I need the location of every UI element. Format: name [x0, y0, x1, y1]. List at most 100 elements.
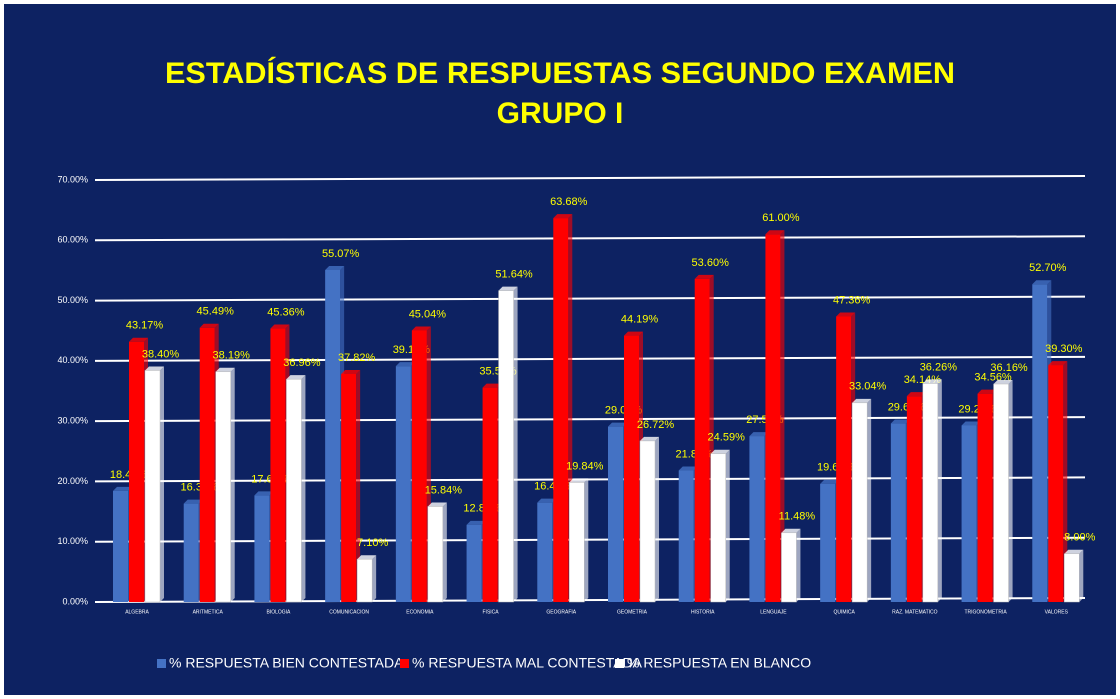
bar-side	[372, 555, 377, 602]
legend-swatch	[615, 659, 624, 668]
bar-top	[624, 331, 643, 336]
data-label: 44.19%	[621, 314, 659, 326]
bar-top	[498, 286, 518, 291]
bar-side	[655, 436, 659, 602]
data-label: 26.72%	[637, 419, 675, 431]
bar-top	[836, 312, 856, 317]
data-label: 37.82%	[338, 352, 376, 364]
data-label: 36.96%	[283, 357, 321, 369]
x-tick-label: HISTORIA	[691, 609, 715, 615]
bar	[1064, 553, 1080, 603]
x-tick-label: GEOGRAFIA	[546, 609, 576, 615]
data-label: 39.30%	[1045, 343, 1083, 355]
bar-top	[341, 369, 361, 374]
x-tick-label: QUIMICA	[833, 609, 855, 615]
bar	[466, 524, 482, 602]
data-label: 15.84%	[425, 484, 463, 496]
bar-top	[183, 499, 203, 504]
bar	[199, 327, 215, 602]
bar-top	[781, 528, 801, 533]
bar-top	[254, 491, 274, 496]
data-label: 47.36%	[833, 294, 871, 306]
bar-top	[199, 323, 219, 328]
bar	[1048, 365, 1064, 602]
y-tick-label: 0.00%	[62, 596, 88, 606]
bar	[113, 490, 128, 602]
grid-line	[94, 295, 1086, 302]
x-tick-label: ALGEBRA	[125, 609, 149, 615]
bar	[977, 393, 993, 602]
bar-side	[780, 230, 785, 602]
bar	[765, 234, 781, 602]
bar-top	[608, 422, 627, 427]
bar-side	[513, 286, 518, 602]
bar	[961, 425, 977, 602]
bar-top	[357, 555, 377, 560]
data-label: 36.26%	[920, 361, 958, 373]
bar-top	[922, 379, 942, 384]
data-label: 11.48%	[779, 511, 816, 523]
bar	[890, 423, 906, 602]
chart-subtitle: GRUPO I	[497, 97, 624, 130]
bar-top	[145, 366, 164, 371]
data-label: 33.04%	[849, 381, 887, 393]
bar	[922, 383, 939, 603]
bar-top	[852, 398, 872, 403]
bar-top	[466, 520, 486, 525]
bar	[624, 335, 639, 602]
bar	[639, 440, 656, 603]
bar-top	[215, 367, 235, 372]
bar	[498, 290, 514, 603]
bar-top	[1048, 361, 1068, 366]
data-label: 7.10%	[357, 537, 388, 549]
bar	[569, 482, 585, 603]
x-tick-label: RAZ. MATEMATICO	[892, 609, 937, 615]
bar-top	[1032, 280, 1052, 285]
bar-top	[890, 419, 910, 424]
bar	[183, 503, 199, 602]
x-tick-label: VALORES	[1045, 609, 1069, 615]
bar-top	[325, 266, 345, 271]
bar	[820, 483, 836, 602]
bar	[678, 470, 694, 602]
bar	[537, 502, 553, 602]
x-tick-label: COMUNICACION	[329, 609, 369, 615]
data-label: 45.04%	[409, 308, 447, 320]
bar-side	[867, 398, 872, 602]
bar	[356, 558, 373, 603]
legend-label: % RESPUESTA BIEN CONTESTADA	[169, 655, 404, 671]
bar	[411, 330, 427, 602]
bar	[553, 218, 569, 602]
bar-side	[230, 367, 235, 602]
bar-side	[1008, 380, 1013, 602]
legend-swatch	[400, 659, 409, 668]
data-label: 63.68%	[550, 196, 588, 208]
legend-swatch	[157, 659, 166, 668]
bar-top	[993, 380, 1013, 385]
y-tick-label: 50.00%	[57, 295, 88, 305]
data-label: 38.19%	[213, 350, 251, 362]
data-label: 38.40%	[142, 348, 180, 360]
y-tick-label: 60.00%	[57, 235, 88, 245]
bar-side	[442, 502, 447, 602]
bar-top	[411, 326, 431, 331]
y-tick-label: 40.00%	[57, 355, 88, 365]
bar-top	[710, 449, 730, 454]
bar	[254, 495, 270, 602]
bar-top	[395, 362, 415, 367]
grid-line	[94, 175, 1086, 181]
x-tick-label: BIOLOGIA	[266, 609, 291, 615]
bar	[129, 341, 144, 602]
bar-side	[796, 528, 801, 602]
x-tick-label: ECONOMIA	[406, 609, 434, 615]
bar	[270, 328, 286, 602]
data-label: 55.07%	[322, 248, 360, 260]
bar-top	[129, 337, 148, 342]
bar-top	[113, 486, 132, 491]
legend-label: % RESPUESTA EN BLANCO	[627, 655, 811, 671]
data-label: 45.49%	[197, 306, 235, 318]
bar	[710, 453, 726, 603]
data-label: 24.59%	[708, 432, 746, 444]
y-tick-label: 10.00%	[57, 536, 88, 546]
